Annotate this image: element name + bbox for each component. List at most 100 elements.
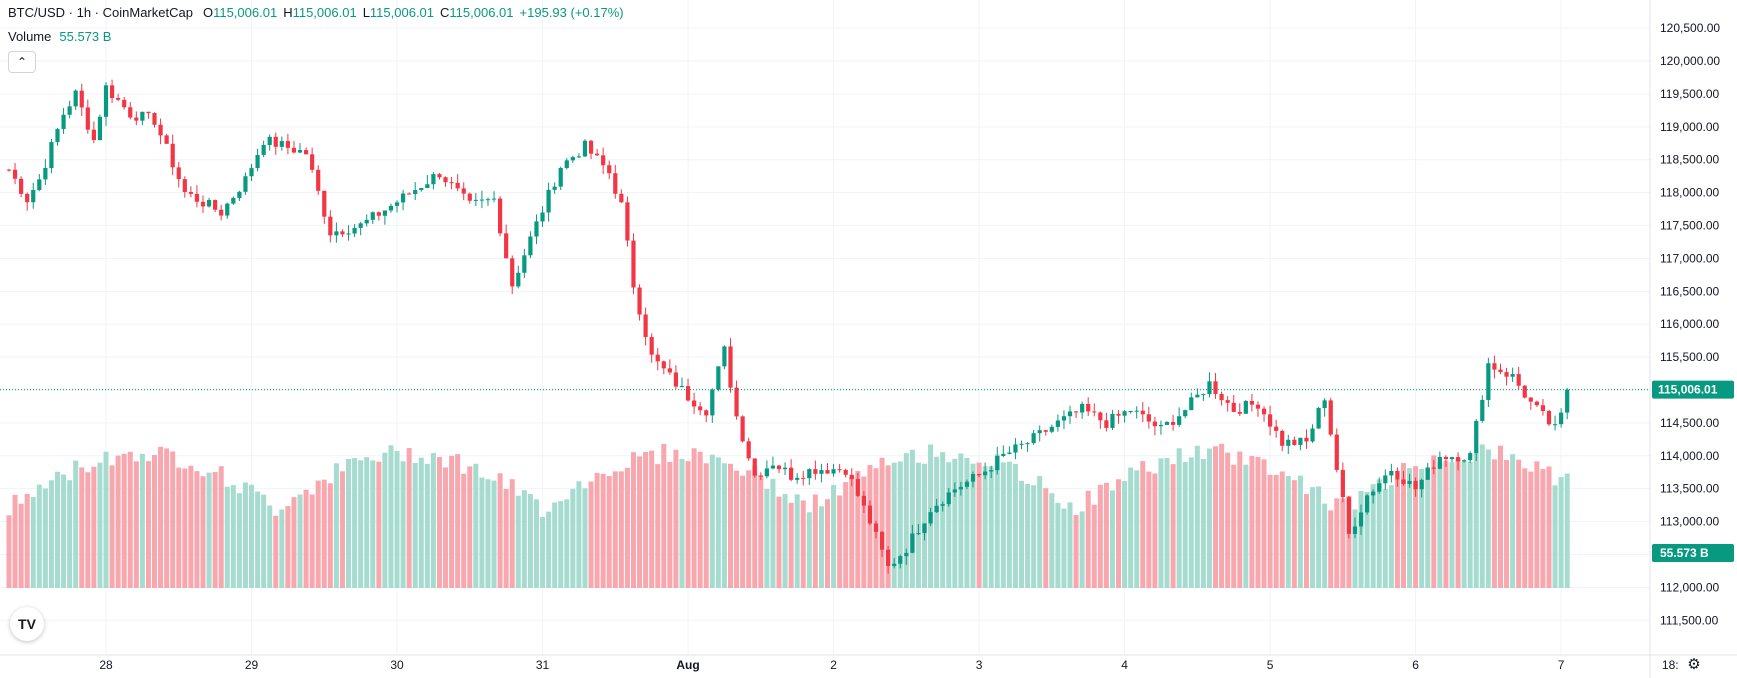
volume-bar <box>776 496 782 588</box>
candle-body <box>1183 410 1188 417</box>
volume-bar <box>934 456 940 588</box>
volume-bar <box>1564 473 1570 588</box>
candle-body <box>1565 389 1570 413</box>
volume-bar <box>1497 445 1503 588</box>
volume-bar <box>449 455 455 588</box>
candle-body <box>1528 397 1533 402</box>
volume-bar <box>1382 489 1388 588</box>
candle-body <box>1280 430 1285 446</box>
candle-body <box>1340 469 1345 498</box>
candle-body <box>1310 428 1315 442</box>
volume-bar <box>491 480 497 588</box>
volume-bar <box>242 482 248 588</box>
open-label: O <box>202 5 214 20</box>
candle-body <box>904 552 909 557</box>
candle-body <box>1043 430 1048 432</box>
volume-bar <box>145 461 151 588</box>
volume-bar <box>1303 494 1309 588</box>
volume-bar <box>430 453 436 588</box>
volume-bar <box>36 484 42 588</box>
volume-bar <box>1394 479 1400 588</box>
candle-body <box>25 193 30 203</box>
volume-bar <box>1134 470 1140 588</box>
candle-body <box>419 188 424 191</box>
candle-body <box>1352 526 1358 534</box>
candle-body <box>1073 411 1079 413</box>
volume-bar <box>1522 468 1528 588</box>
candle-body <box>370 212 375 220</box>
volume-bar <box>697 451 703 588</box>
candle-body <box>182 179 187 193</box>
volume-bar <box>1079 511 1085 588</box>
collapse-legend-button[interactable]: ⌃ <box>8 51 36 73</box>
volume-bar <box>703 463 709 588</box>
volume-bar <box>1528 471 1534 588</box>
candle-body <box>552 186 557 190</box>
candle-body <box>225 203 230 216</box>
candle-body <box>1267 414 1273 427</box>
candle-body <box>388 205 394 211</box>
candle-body <box>1158 424 1164 427</box>
volume-bar <box>812 494 818 588</box>
volume-bar <box>570 488 576 588</box>
volume-bar <box>861 476 867 588</box>
volume-bar <box>339 471 345 588</box>
volume-bar <box>503 488 509 588</box>
candle-body <box>1170 421 1176 425</box>
tradingview-logo[interactable]: TV <box>10 607 44 641</box>
volume-bar <box>564 499 570 588</box>
candle-body <box>1231 402 1236 412</box>
y-tick-label: 113,500.00 <box>1660 482 1719 496</box>
symbol-title[interactable]: BTC/USD · 1h · CoinMarketCap <box>8 5 193 20</box>
candle-body <box>983 471 988 476</box>
candle-body <box>364 219 369 224</box>
volume-bar <box>837 495 843 588</box>
volume-bar <box>6 515 12 588</box>
candle-body <box>958 486 963 490</box>
volume-bar <box>964 457 970 588</box>
volume-bar <box>485 479 491 588</box>
candle-body <box>1371 491 1376 496</box>
volume-bar <box>436 457 442 588</box>
volume-bar <box>685 461 691 588</box>
gear-icon[interactable]: ⚙ <box>1687 656 1701 673</box>
volume-bar <box>1097 484 1103 588</box>
candle-body <box>710 389 715 416</box>
volume-bar <box>1461 461 1467 588</box>
volume-bar <box>1091 504 1097 588</box>
volume-bar <box>364 457 370 588</box>
volume-bar <box>443 467 449 588</box>
candle-body <box>576 156 582 158</box>
candle-body <box>334 231 339 236</box>
volume-bar <box>1376 479 1382 588</box>
y-tick-label: 119,500.00 <box>1660 87 1719 101</box>
volume-label[interactable]: Volume <box>8 29 52 44</box>
x-tick-label: 30 <box>390 658 404 672</box>
candle-body <box>940 504 945 506</box>
candle-body <box>849 474 854 480</box>
volume-bar <box>1425 468 1431 588</box>
volume-bar <box>321 479 327 588</box>
volume-bar <box>497 473 503 588</box>
volume-bar <box>370 460 376 588</box>
candle-body <box>461 188 466 194</box>
high-label: H <box>283 5 293 20</box>
candle-body <box>43 168 48 180</box>
candle-body <box>1140 410 1145 415</box>
volume-bar <box>182 468 188 588</box>
x-tick-label: 7 <box>1558 658 1565 672</box>
volume-bar <box>988 466 994 588</box>
volume-bar <box>1431 455 1437 588</box>
volume-bar <box>1219 443 1225 588</box>
volume-bar <box>533 499 539 588</box>
candle-body <box>67 106 72 115</box>
volume-bar <box>1546 466 1552 588</box>
volume-bar <box>740 475 746 588</box>
volume-bar <box>1279 471 1285 588</box>
volume-bar <box>1249 455 1255 588</box>
volume-bar <box>327 483 333 588</box>
y-tick-label: 119,000.00 <box>1660 120 1719 134</box>
candle-body <box>764 468 769 477</box>
